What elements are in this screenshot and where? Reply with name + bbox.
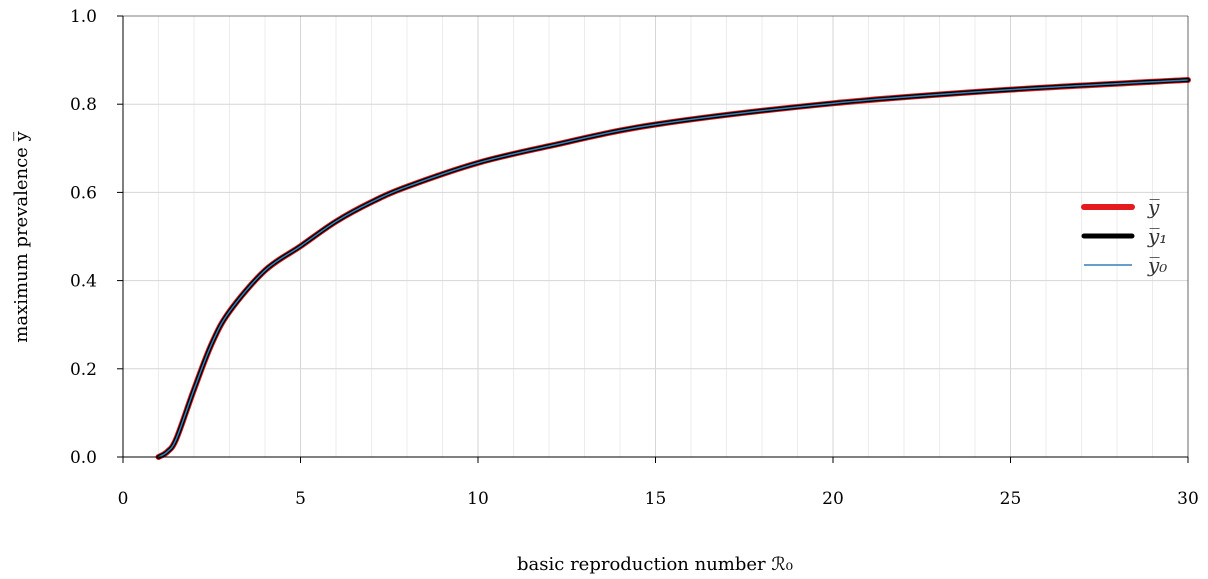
y-tick-label: 0.6 [70,183,97,203]
y-tick-label: 0.2 [70,360,97,380]
ticks: 0 5 10 15 20 25 30 0.0 0.2 0.4 0.6 0.8 1.0 [70,7,1199,509]
x-tick-label: 10 [467,489,489,509]
legend: y̅ y̅₁ y̅₀ [1081,195,1167,277]
legend-label-y0: y̅₀ [1147,253,1167,277]
y-tick-label: 0.8 [70,95,97,115]
x-axis-title: basic reproduction number ℛ₀ [517,554,793,575]
y-tick-label: 0.0 [70,448,97,468]
legend-label-y1: y̅₁ [1147,224,1167,248]
y-axis-title: maximum prevalence y̅ [11,130,32,342]
series-line-y [155,76,1191,460]
legend-label-y: y̅ [1147,195,1160,219]
x-tick-label: 20 [822,489,844,509]
y-tick-label: 0.4 [70,272,97,292]
series-line-y1 [156,77,1191,460]
grid [123,16,1188,457]
x-tick-label: 5 [295,489,306,509]
series-line-y0 [157,79,1189,458]
series-lines [155,76,1191,460]
y-tick-label: 1.0 [70,7,97,27]
x-tick-label: 25 [1000,489,1022,509]
x-tick-label: 15 [645,489,667,509]
x-tick-label: 0 [118,489,129,509]
x-tick-label: 30 [1177,489,1199,509]
